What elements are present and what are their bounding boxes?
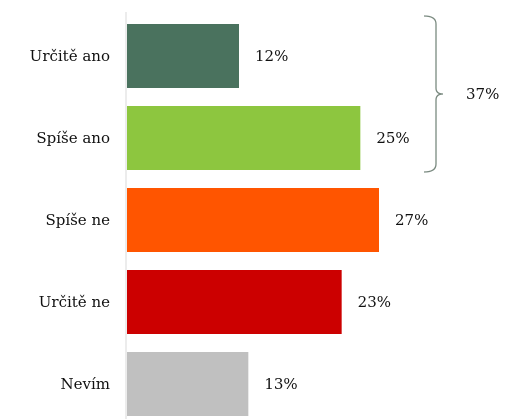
value-label: 13% xyxy=(264,375,297,393)
value-label: 25% xyxy=(376,129,409,147)
category-label: Určitě ne xyxy=(39,293,110,311)
bracket-total-label: 37% xyxy=(466,85,499,103)
bracket-layer: 37% xyxy=(423,15,499,173)
category-label: Spíše ano xyxy=(36,129,110,147)
bars-layer xyxy=(127,24,379,416)
value-label: 12% xyxy=(255,47,288,65)
category-label: Spíše ne xyxy=(45,211,110,229)
value-label: 27% xyxy=(395,211,428,229)
bar-5 xyxy=(127,352,249,416)
bracket-brace xyxy=(423,15,444,173)
category-label: Určitě ano xyxy=(30,47,110,65)
category-label: Nevím xyxy=(61,375,111,393)
labels-layer: Určitě ano 12% Spíše ano 25% Spíše ne 27% Urči… xyxy=(30,47,429,393)
bar-3 xyxy=(127,188,379,252)
bar-4 xyxy=(127,270,342,334)
value-label: 23% xyxy=(358,293,391,311)
bar-2 xyxy=(127,106,361,170)
bar-1 xyxy=(127,24,239,88)
